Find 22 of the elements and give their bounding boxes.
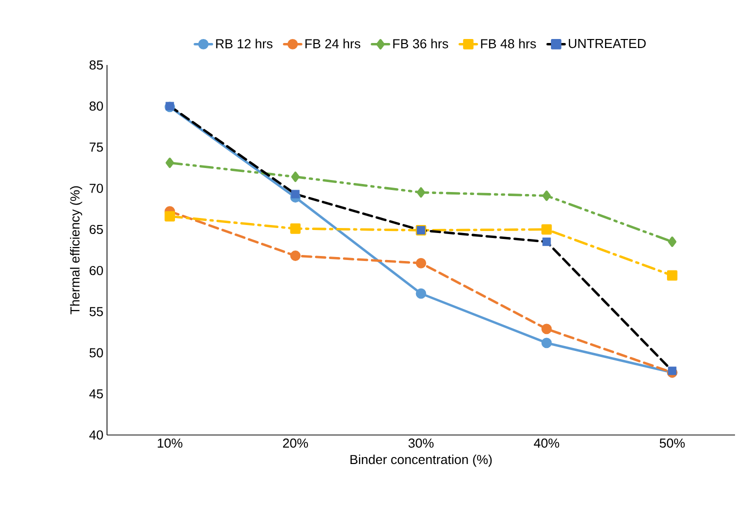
legend-label: UNTREATED [568, 39, 646, 48]
legend-label: RB 12 hrs [216, 38, 272, 48]
y-tick-label: 85 [90, 60, 103, 70]
x-tick-label: 30% [408, 438, 434, 448]
y-tick-label: 80 [90, 101, 103, 111]
x-tick-label: 50% [660, 438, 685, 448]
y-axis-title: Thermal efficiency (%) [70, 186, 82, 314]
y-tick-label: 70 [90, 184, 103, 193]
y-tick-label: 55 [90, 307, 103, 316]
y-tick-label: 50 [90, 348, 103, 358]
x-tick-label: 40% [534, 438, 560, 448]
x-tick-label: 20% [283, 438, 308, 448]
legend-label: FB 48 hrs [481, 38, 536, 48]
y-tick-label: 60 [90, 266, 103, 276]
y-tick-label: 75 [90, 142, 103, 152]
legend-label: FB 24 hrs [305, 38, 360, 48]
y-tick-label: 65 [90, 224, 103, 234]
x-tick-label: 10% [158, 438, 182, 448]
legend-label: FB 36 hrs [393, 38, 448, 48]
x-axis-title: Binder concentration (%) [350, 454, 492, 467]
y-tick-label: 45 [89, 389, 103, 398]
y-tick-label: 40 [89, 430, 103, 440]
